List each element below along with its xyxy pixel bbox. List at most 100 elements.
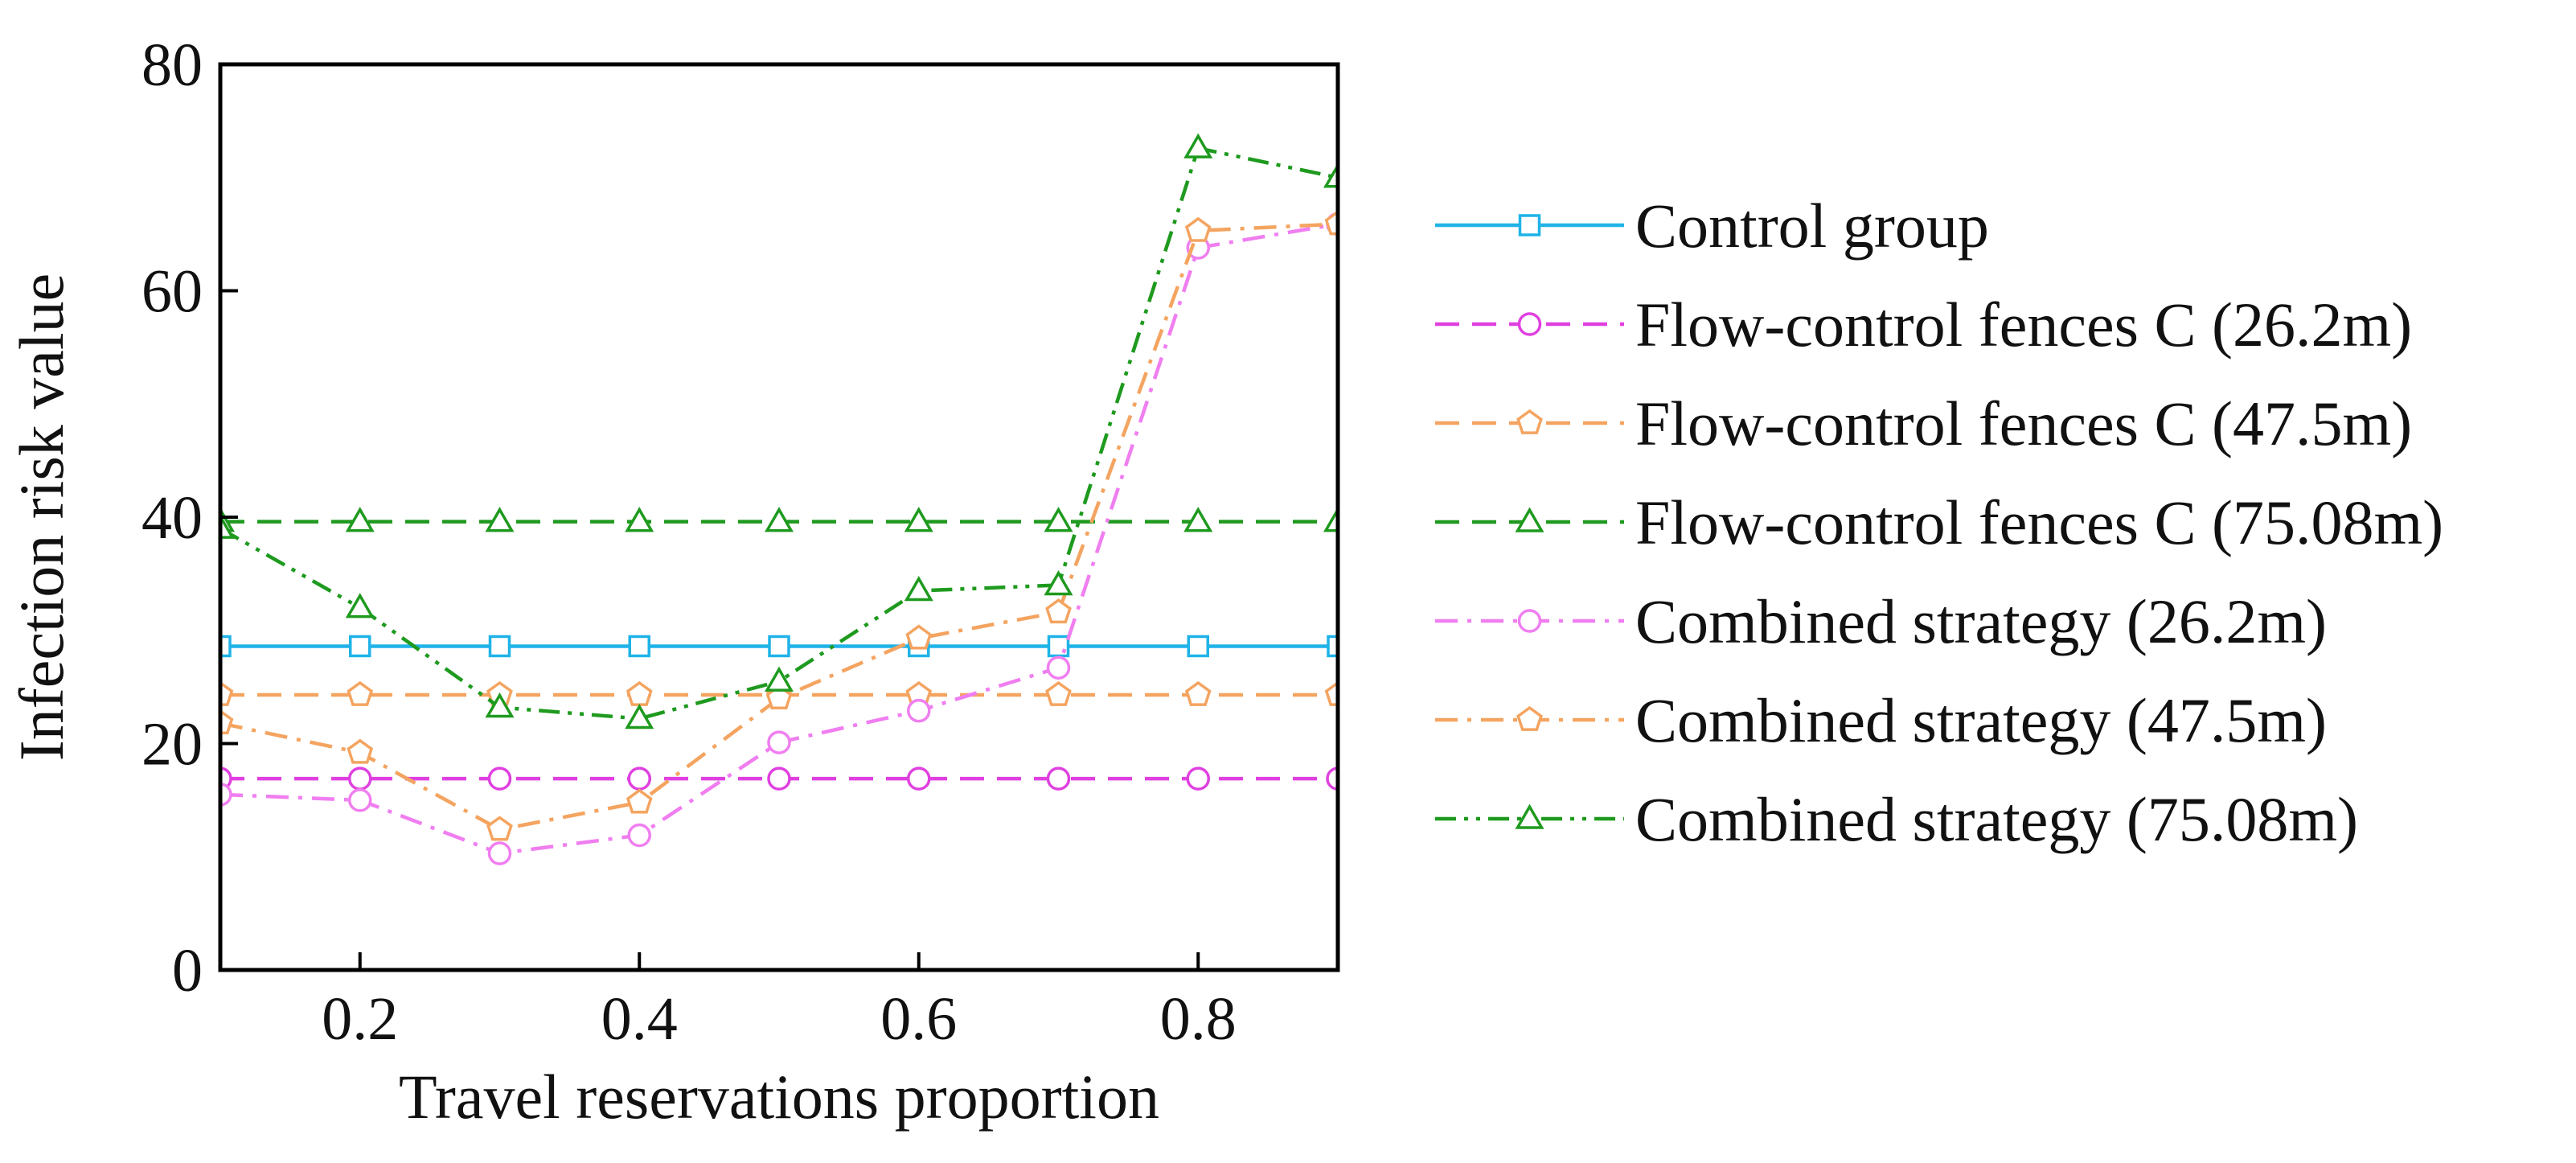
data-point	[220, 709, 234, 735]
data-point	[907, 766, 931, 791]
legend-marker	[1515, 507, 1544, 532]
data-point	[487, 841, 512, 865]
data-point	[220, 513, 236, 539]
series-line	[220, 146, 1338, 721]
legend-item: Flow-control fences C (47.5m)	[1435, 388, 2412, 458]
legend-label: Flow-control fences C (47.5m)	[1635, 388, 2412, 458]
data-point	[345, 507, 375, 532]
data-point	[1324, 680, 1338, 706]
legend-item: Combined strategy (26.2m)	[1435, 586, 2327, 656]
data-point	[1327, 635, 1338, 658]
data-point	[625, 507, 654, 532]
data-point	[907, 698, 931, 723]
data-point	[348, 788, 372, 812]
data-point	[349, 635, 371, 658]
series-line	[220, 222, 1338, 856]
series-2	[220, 766, 1338, 791]
data-point	[220, 635, 232, 658]
data-point	[347, 680, 374, 706]
y-axis-label: Infection risk value	[6, 273, 76, 761]
legend-marker	[1517, 312, 1542, 336]
data-point	[1045, 598, 1072, 624]
y-tick-label: 80	[142, 31, 203, 99]
legend-item: Combined strategy (47.5m)	[1435, 685, 2327, 755]
series-4	[220, 507, 1338, 532]
y-tick-label: 20	[142, 711, 203, 779]
legend-marker	[1516, 705, 1543, 731]
data-point	[627, 823, 651, 848]
data-point	[768, 635, 790, 658]
series-5	[220, 212, 1338, 865]
x-tick-label: 0.2	[322, 985, 398, 1053]
data-point	[625, 704, 654, 729]
data-point	[1183, 507, 1213, 532]
legend-item: Flow-control fences C (26.2m)	[1435, 290, 2412, 360]
data-point	[1046, 766, 1071, 791]
data-point	[765, 684, 793, 710]
data-point	[1183, 133, 1213, 158]
legend-item: Flow-control fences C (75.08m)	[1435, 487, 2443, 557]
data-point	[628, 635, 650, 658]
series-line	[220, 222, 1338, 832]
data-point	[220, 783, 232, 807]
series-layer	[220, 133, 1338, 865]
data-point	[905, 624, 933, 650]
legend-label: Combined strategy (75.08m)	[1635, 784, 2358, 854]
data-point	[767, 766, 791, 791]
data-point	[1187, 635, 1209, 658]
legend-label: Flow-control fences C (26.2m)	[1635, 290, 2412, 360]
legend-marker	[1516, 409, 1543, 434]
data-point	[347, 738, 374, 764]
data-point	[485, 507, 515, 532]
y-tick-label: 0	[172, 937, 203, 1005]
legend-marker	[1517, 609, 1542, 633]
legend-marker	[1515, 803, 1544, 829]
data-point	[764, 666, 794, 692]
data-point	[485, 692, 515, 718]
series-1	[220, 635, 1338, 658]
data-point	[1045, 680, 1072, 706]
y-tick-label: 60	[142, 258, 203, 326]
legend-marker	[1518, 214, 1541, 236]
x-tick-label: 0.4	[601, 985, 678, 1053]
legend: Control group Flow-control fences C (26.2…	[1435, 191, 2443, 854]
data-point	[626, 680, 653, 706]
data-point	[1323, 507, 1338, 532]
data-point	[345, 593, 375, 618]
data-point	[487, 766, 512, 791]
data-point	[348, 766, 372, 791]
data-point	[627, 766, 651, 791]
data-point	[1326, 766, 1338, 791]
data-point	[1324, 210, 1338, 236]
data-point	[1184, 216, 1212, 242]
series-6	[220, 210, 1338, 841]
data-point	[1044, 569, 1073, 596]
data-point	[904, 507, 933, 532]
data-point	[767, 730, 791, 754]
data-point	[486, 816, 513, 841]
legend-item: Control group	[1435, 191, 1989, 261]
data-point	[904, 575, 933, 602]
legend-label: Combined strategy (26.2m)	[1635, 586, 2327, 656]
legend-item: Combined strategy (75.08m)	[1435, 784, 2358, 854]
data-point	[764, 507, 794, 532]
y-tick-label: 40	[142, 484, 203, 552]
x-tick-label: 0.6	[880, 985, 957, 1053]
series-7	[220, 133, 1338, 729]
x-tick-label: 0.8	[1160, 985, 1237, 1053]
data-point	[1323, 162, 1338, 188]
data-point	[488, 635, 511, 658]
x-axis-label: Travel reservations proportion	[399, 1062, 1159, 1132]
data-point	[1186, 766, 1210, 791]
data-point	[1184, 680, 1212, 706]
legend-label: Combined strategy (47.5m)	[1635, 685, 2327, 755]
axes-layer: 0.2 0.4 0.6 0.8 0 20 40 60 80	[142, 31, 1237, 1053]
data-point	[626, 788, 653, 814]
legend-label: Control group	[1635, 191, 1989, 261]
data-point	[1046, 655, 1071, 680]
data-point	[220, 680, 234, 706]
legend-label: Flow-control fences C (75.08m)	[1635, 487, 2443, 557]
data-point	[1044, 507, 1073, 532]
